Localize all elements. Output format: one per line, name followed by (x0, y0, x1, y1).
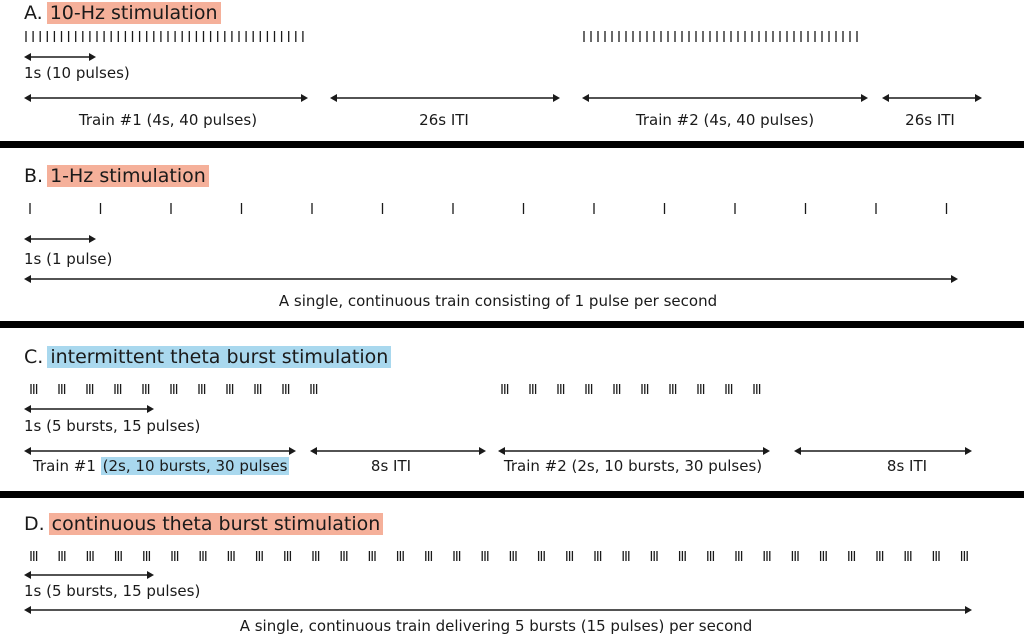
panel-a-segment-1-label: Train #1 (4s, 40 pulses) (78, 111, 258, 129)
panel-c-title-text: intermittent theta burst stimulation (47, 346, 392, 368)
panel-a-segment-3-arrow (582, 94, 868, 102)
panel-b-segment-1-label: A single, continuous train consisting of… (278, 292, 718, 310)
panel-c-segment-4-arrow (794, 447, 972, 455)
panel-c-unit-arrow (24, 405, 154, 413)
panel-d-letter: D. (24, 513, 45, 535)
panel-a-unit-arrow (24, 53, 96, 61)
panel-a-title: A. 10-Hz stimulation (24, 1, 221, 25)
panel-c-segment-1-arrow (24, 447, 296, 455)
panel-a-letter: A. (24, 2, 43, 24)
panel-c-segment-3-arrow (498, 447, 770, 455)
panel-b-title-text: 1-Hz stimulation (47, 165, 209, 187)
panel-d-unit-label: 1s (5 bursts, 15 pulses) (24, 582, 201, 600)
panel-c-letter: C. (24, 346, 44, 368)
panel-c-segment-1-label: Train #1 (2s, 10 bursts, 30 pulses (33, 457, 290, 475)
panel-a-title-text: 10-Hz stimulation (46, 2, 221, 24)
panel-a-segment-4-label: 26s ITI (905, 111, 955, 129)
panel-b-letter: B. (24, 165, 44, 187)
panel-c-segment-1-prefix: Train #1 (33, 457, 96, 475)
panel-b-title: B. 1-Hz stimulation (24, 164, 209, 188)
panel-a-segment-4-arrow (882, 94, 982, 102)
panel-c-unit-label: 1s (5 bursts, 15 pulses) (24, 417, 201, 435)
panel-c-segment-1-highlight: (2s, 10 bursts, 30 pulses (100, 457, 290, 475)
panel-d-title-text: continuous theta burst stimulation (48, 513, 384, 535)
panel-c-segment-3-label: Train #2 (2s, 10 bursts, 30 pulses) (503, 457, 763, 475)
panel-d-unit-arrow (24, 571, 154, 579)
panel-c-segment-4-label: 8s ITI (886, 457, 928, 475)
panel-b-unit-arrow (24, 235, 96, 243)
panel-c-segment-2-arrow (310, 447, 486, 455)
panel-a-segment-1-arrow (24, 94, 308, 102)
panel-divider-1 (0, 141, 1024, 148)
panel-divider-3 (0, 491, 1024, 498)
panel-a-unit-label: 1s (10 pulses) (24, 64, 130, 82)
panel-c-title: C. intermittent theta burst stimulation (24, 345, 392, 369)
panel-d-segment-1-arrow (24, 606, 972, 614)
panel-b-unit-label: 1s (1 pulse) (24, 250, 113, 268)
panel-a-segment-2-label: 26s ITI (419, 111, 469, 129)
panel-divider-2 (0, 321, 1024, 328)
panel-a-segment-2-arrow (330, 94, 560, 102)
panel-d-title: D. continuous theta burst stimulation (24, 512, 384, 536)
panel-b-segment-1-arrow (24, 275, 958, 283)
panel-d-segment-1-label: A single, continuous train delivering 5 … (239, 617, 753, 635)
panel-a-segment-3-label: Train #2 (4s, 40 pulses) (635, 111, 815, 129)
panel-c-segment-2-label: 8s ITI (370, 457, 412, 475)
